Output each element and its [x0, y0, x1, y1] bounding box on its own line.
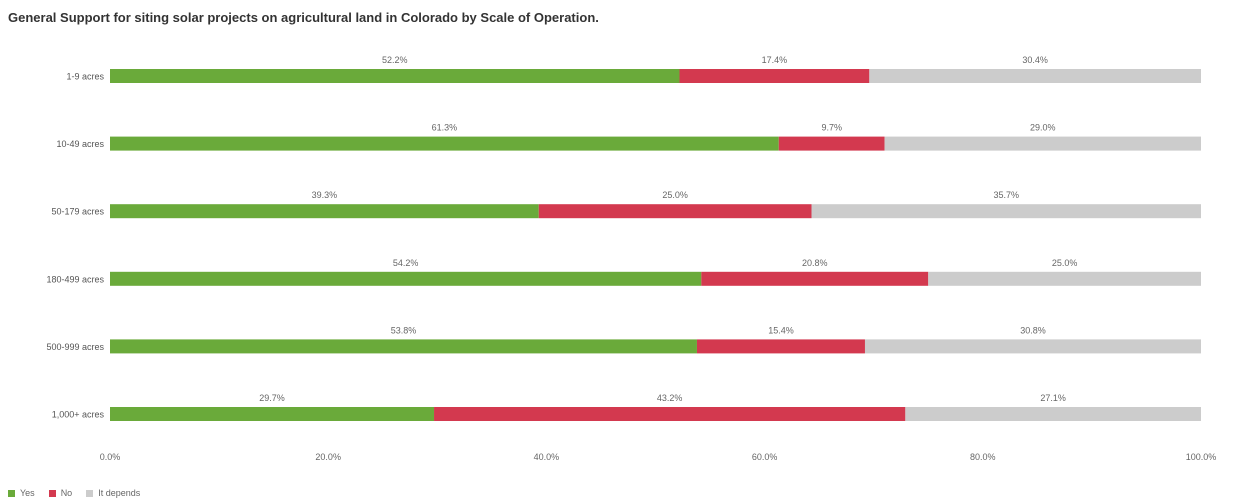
category-label: 180-499 acres [46, 274, 104, 284]
bar-segment-it-depends [884, 136, 1201, 151]
bar-segment-it-depends [864, 339, 1201, 354]
data-label: 30.4% [1022, 55, 1048, 65]
bar-segment-yes [110, 136, 779, 151]
category-label: 1-9 acres [66, 72, 104, 82]
legend-item-it-depends[interactable]: It depends [86, 488, 140, 498]
x-tick-label: 100.0% [1186, 452, 1217, 462]
bar-segment-it-depends [869, 69, 1201, 83]
data-label: 20.8% [802, 258, 828, 268]
data-label: 29.0% [1030, 123, 1056, 133]
data-label: 27.1% [1040, 393, 1066, 403]
bar-segment-no [701, 271, 929, 286]
legend-item-no[interactable]: No [48, 488, 73, 498]
data-label: 54.2% [393, 258, 419, 268]
data-label: 25.0% [1052, 258, 1078, 268]
legend-swatch-no [48, 489, 56, 497]
bar-segment-yes [110, 204, 539, 219]
data-label: 25.0% [662, 190, 688, 200]
category-label: 10-49 acres [56, 139, 104, 149]
data-label: 35.7% [993, 190, 1019, 200]
bar-segment-yes [110, 339, 697, 354]
legend-label-no: No [60, 488, 73, 498]
bar-segment-no [778, 136, 885, 151]
data-label: 39.3% [312, 190, 338, 200]
category-label: 500-999 acres [46, 342, 104, 352]
x-tick-label: 40.0% [534, 452, 560, 462]
x-tick-label: 0.0% [100, 452, 121, 462]
data-label: 52.2% [382, 55, 408, 65]
bar-segment-no [679, 69, 870, 83]
legend-swatch-yes [8, 489, 15, 497]
bar-segment-yes [110, 69, 680, 83]
data-label: 29.7% [259, 393, 285, 403]
x-tick-label: 20.0% [315, 452, 341, 462]
x-tick-label: 80.0% [970, 452, 996, 462]
bar-segment-yes [110, 271, 702, 286]
bar-segment-yes [110, 407, 435, 421]
data-label: 53.8% [391, 325, 417, 335]
data-label: 9.7% [821, 123, 842, 133]
chart-title: General Support for siting solar project… [8, 10, 599, 25]
legend-swatch-it-depends [86, 489, 94, 497]
legend-label-it-depends: It depends [98, 488, 141, 498]
bar-segment-no [434, 407, 906, 421]
category-label: 1,000+ acres [52, 410, 105, 420]
data-label: 17.4% [762, 55, 788, 65]
bar-segment-it-depends [811, 204, 1201, 219]
category-label: 50-179 acres [51, 207, 104, 217]
legend: Yes No It depends [8, 488, 140, 498]
bar-segment-it-depends [928, 271, 1201, 286]
data-label: 15.4% [768, 325, 794, 335]
x-tick-label: 60.0% [752, 452, 778, 462]
legend-label-yes: Yes [20, 488, 35, 498]
data-label: 61.3% [432, 123, 458, 133]
data-label: 30.8% [1020, 325, 1046, 335]
legend-item-yes[interactable]: Yes [8, 488, 35, 498]
bar-segment-no [538, 204, 812, 219]
data-label: 43.2% [657, 393, 683, 403]
bar-segment-it-depends [905, 407, 1201, 421]
bar-segment-no [696, 339, 865, 354]
